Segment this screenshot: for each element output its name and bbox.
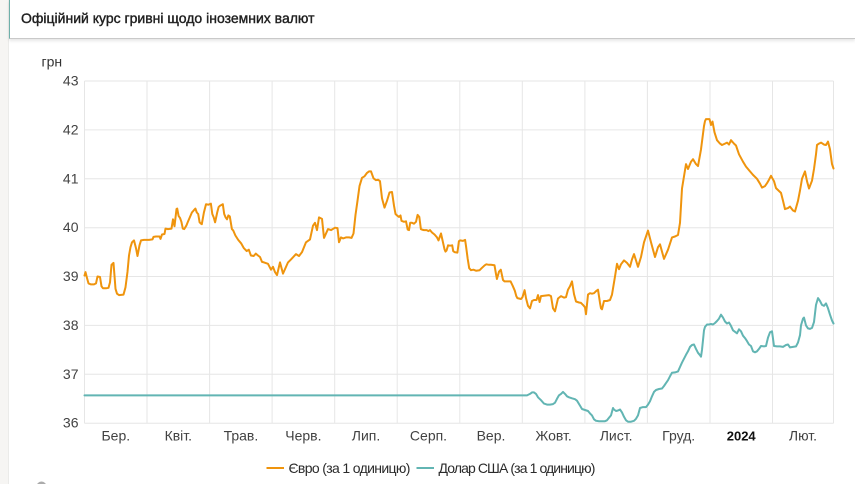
svg-text:39: 39	[63, 268, 79, 284]
svg-text:41: 41	[63, 170, 79, 186]
svg-text:42: 42	[63, 121, 79, 137]
svg-text:Черв.: Черв.	[285, 428, 321, 444]
svg-text:Груд.: Груд.	[662, 428, 695, 444]
svg-text:40: 40	[63, 219, 79, 235]
svg-text:38: 38	[63, 317, 79, 333]
svg-text:Бер.: Бер.	[101, 428, 130, 444]
svg-text:43: 43	[63, 73, 79, 89]
svg-text:36: 36	[63, 415, 79, 431]
svg-text:Трав.: Трав.	[224, 428, 259, 444]
svg-text:Долар США (за 1 одиницю): Долар США (за 1 одиницю)	[439, 460, 595, 476]
svg-text:37: 37	[63, 366, 79, 382]
svg-text:Жовт.: Жовт.	[535, 428, 571, 444]
svg-text:Вер.: Вер.	[477, 428, 506, 444]
svg-text:Лип.: Лип.	[352, 428, 380, 444]
svg-text:Квіт.: Квіт.	[165, 428, 192, 444]
svg-text:Серп.: Серп.	[410, 428, 447, 444]
svg-text:2024: 2024	[727, 429, 757, 444]
svg-text:Лист.: Лист.	[600, 428, 633, 444]
svg-text:грн: грн	[42, 54, 63, 70]
svg-text:Євро (за 1 одиницю): Євро (за 1 одиницю)	[289, 460, 410, 476]
svg-text:Лют.: Лют.	[789, 428, 817, 444]
